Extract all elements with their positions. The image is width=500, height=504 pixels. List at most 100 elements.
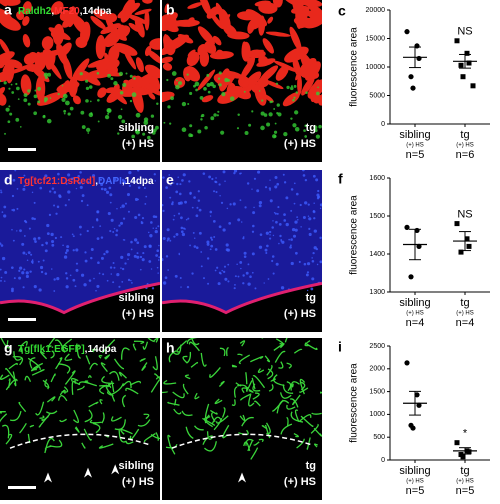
nucleus (120, 267, 122, 269)
nucleus (37, 236, 41, 240)
nucleus (218, 225, 222, 229)
image-tag: sibling (119, 292, 154, 304)
green-signal (261, 99, 264, 102)
nucleus (112, 230, 115, 233)
vessel (286, 381, 292, 392)
green-signal (143, 117, 149, 122)
vessel (83, 428, 92, 441)
nucleus (137, 186, 141, 189)
nucleus (223, 265, 226, 268)
nucleus (53, 278, 56, 281)
nucleus (316, 197, 320, 200)
nucleus (4, 270, 8, 274)
vessel (239, 393, 252, 401)
nucleus (0, 189, 2, 192)
nucleus (167, 237, 170, 241)
data-point (464, 50, 470, 56)
nucleus (244, 206, 247, 209)
vessel (168, 350, 177, 363)
n-label: n=4 (456, 317, 475, 329)
vessel (218, 380, 225, 387)
vessel (252, 375, 266, 389)
vessel (211, 416, 222, 425)
nucleus (131, 282, 133, 284)
nucleus (153, 173, 156, 176)
caption-part: MF20 (54, 6, 80, 17)
nucleus (12, 178, 16, 182)
green-signal (142, 132, 146, 136)
nucleus (274, 176, 278, 180)
nucleus (271, 226, 274, 229)
nucleus (303, 262, 307, 266)
vessel (278, 361, 284, 369)
green-signal (117, 114, 123, 120)
image-caption: Tg[tcf21:DsRed],DAPI,14dpa (18, 176, 154, 187)
vessel (27, 433, 31, 444)
vessel (313, 443, 318, 448)
nucleus (193, 245, 197, 248)
muscle-fiber (242, 49, 264, 59)
x-tick-label: tg (460, 297, 469, 309)
nucleus (133, 238, 138, 242)
green-signal (167, 105, 171, 109)
vessel (293, 348, 303, 354)
vessel (39, 415, 45, 419)
green-signal (269, 100, 273, 104)
x-tick-label: sibling (399, 465, 430, 477)
vessel (200, 352, 207, 367)
nucleus (217, 282, 221, 286)
muscle-fiber (146, 49, 160, 65)
vessel (251, 377, 256, 390)
vessel (89, 419, 102, 424)
muscle-fiber (22, 34, 31, 48)
nucleus (251, 188, 253, 190)
vessel (50, 373, 56, 383)
green-signal (216, 114, 219, 117)
nucleus (283, 213, 286, 217)
panel-letter: b (166, 2, 175, 18)
vessel (163, 379, 177, 385)
nucleus (48, 190, 52, 193)
nucleus (1, 211, 4, 214)
x-tick-label: sibling (399, 129, 430, 141)
green-signal (10, 83, 13, 86)
vessel (268, 384, 274, 392)
data-point (454, 440, 460, 446)
muscle-fiber (199, 0, 212, 16)
nucleus (182, 173, 186, 177)
nucleus (258, 201, 263, 205)
nucleus (167, 269, 170, 271)
y-tick-label: 2500 (369, 343, 385, 350)
green-signal (33, 111, 38, 116)
vessel (181, 410, 193, 417)
nucleus (311, 259, 315, 263)
nucleus (222, 170, 226, 174)
vessel (191, 338, 200, 346)
muscle-fiber (254, 0, 271, 7)
nucleus (232, 202, 236, 206)
nucleus (155, 254, 158, 257)
nucleus (189, 244, 191, 247)
n-label: n=4 (406, 317, 425, 329)
nucleus (265, 252, 268, 255)
vessel (294, 409, 300, 423)
muscle-fiber (142, 0, 153, 4)
nucleus (288, 238, 290, 241)
caption-part: , (95, 176, 98, 187)
green-signal (107, 112, 110, 115)
green-signal (220, 130, 225, 135)
vessel (0, 374, 10, 380)
n-label: n=5 (406, 149, 425, 161)
nucleus (118, 224, 121, 227)
nucleus (243, 251, 247, 255)
green-signal (27, 102, 31, 106)
vessel (241, 416, 254, 427)
muscle-fiber (56, 43, 68, 65)
green-signal (273, 130, 278, 134)
nucleus (213, 236, 216, 238)
image-tag: (+) HS (122, 476, 154, 488)
green-signal (89, 100, 92, 103)
muscle-fiber (186, 51, 200, 67)
vessel (204, 403, 210, 419)
nucleus (19, 266, 23, 270)
